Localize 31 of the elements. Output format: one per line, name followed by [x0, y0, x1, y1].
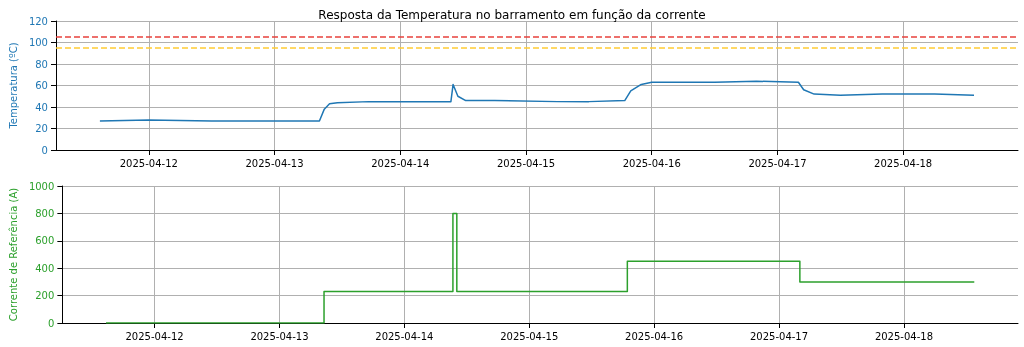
y-tick-label: 80 — [35, 58, 48, 70]
y-axis-title: Corrente de Referência (A) — [7, 187, 19, 322]
x-tick-label: 2025-04-16 — [625, 330, 684, 342]
y-tick-label: 800 — [35, 207, 55, 219]
x-tick-label: 2025-04-12 — [119, 157, 178, 169]
chart-title: Resposta da Temperatura no barramento em função da corrente — [318, 8, 706, 22]
y-tick-label: 400 — [35, 262, 55, 274]
y-tick-label: 1000 — [28, 180, 55, 192]
y-tick-label: 0 — [41, 144, 48, 156]
x-tick-label: 2025-04-18 — [874, 157, 933, 169]
x-tick-label: 2025-04-17 — [748, 157, 807, 169]
x-tick-label: 2025-04-12 — [125, 330, 184, 342]
x-tick-label: 2025-04-13 — [250, 330, 309, 342]
x-tick-label: 2025-04-14 — [375, 330, 434, 342]
x-tick-label: 2025-04-15 — [500, 330, 559, 342]
y-tick-label: 600 — [35, 235, 55, 247]
x-tick-label: 2025-04-15 — [496, 157, 556, 169]
y-axis-title: Temperatura (ºC) — [7, 42, 19, 130]
line-series — [99, 80, 975, 122]
x-tick-label: 2025-04-16 — [622, 157, 681, 169]
x-tick-label: 2025-04-13 — [245, 157, 304, 169]
y-tick-label: 100 — [28, 37, 48, 48]
y-tick-label: 200 — [35, 290, 55, 302]
x-tick-label: 2025-04-17 — [749, 330, 809, 342]
y-tick-label: 20 — [35, 123, 48, 134]
y-tick-label: 60 — [35, 80, 48, 91]
x-tick-label: 2025-04-18 — [874, 330, 934, 342]
x-tick-label: 2025-04-14 — [371, 157, 430, 169]
y-tick-label: 0 — [47, 317, 55, 329]
y-tick-label: 40 — [35, 101, 48, 113]
y-tick-label: 120 — [28, 15, 48, 27]
